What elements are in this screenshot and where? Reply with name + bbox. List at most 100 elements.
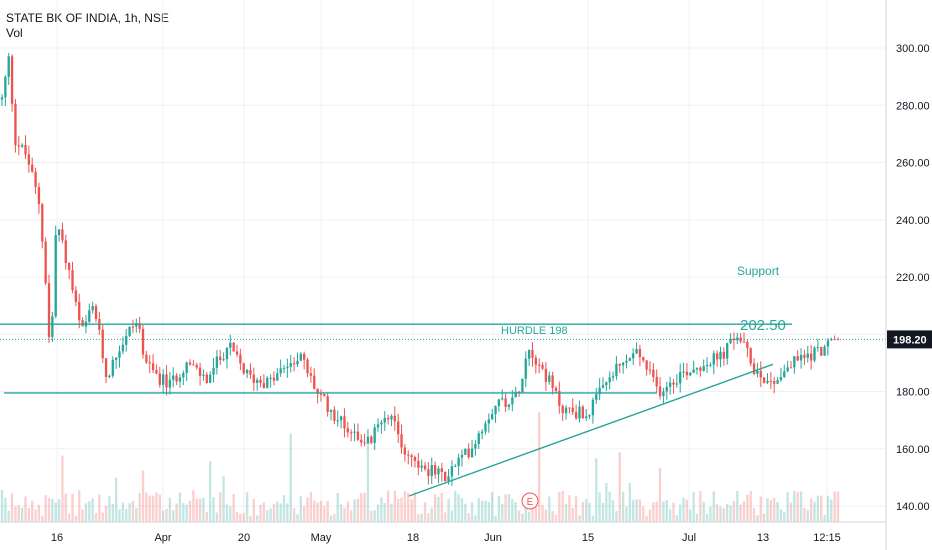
- candle-body: [793, 356, 796, 368]
- volume-bar: [662, 501, 665, 522]
- candle-body: [346, 428, 349, 433]
- candle-body: [561, 405, 564, 414]
- candle-body: [679, 371, 682, 384]
- price-tick-label: 300.00: [896, 43, 930, 55]
- volume-bar: [645, 515, 648, 522]
- candle-body: [702, 366, 705, 371]
- volume-bar: [289, 433, 292, 522]
- volume-bar: [675, 515, 679, 522]
- volume-bar: [595, 458, 598, 522]
- candle-body: [343, 416, 346, 429]
- candle-body: [185, 362, 188, 374]
- candle-body: [255, 379, 259, 383]
- volume-bar: [299, 496, 302, 522]
- candle-body: [292, 363, 296, 365]
- volume-bar: [185, 504, 188, 522]
- candle-body: [61, 229, 64, 241]
- volume-bar: [588, 502, 591, 522]
- candle-body: [712, 353, 715, 365]
- volume-bar: [262, 502, 266, 522]
- candle-body: [108, 375, 111, 378]
- volume-bar: [151, 495, 155, 522]
- candle-body: [161, 374, 165, 385]
- candle-body: [71, 269, 74, 291]
- volume-bar: [437, 496, 440, 522]
- volume-bar: [286, 503, 289, 522]
- volume-bar: [141, 470, 145, 522]
- rising-trendline[interactable]: [408, 363, 774, 497]
- candle-body: [403, 447, 407, 455]
- candle-body: [494, 406, 497, 415]
- candle-body: [353, 431, 356, 433]
- candle-body: [457, 457, 460, 467]
- volume-bar: [61, 455, 64, 522]
- volume-bar: [457, 494, 460, 522]
- candle-body: [662, 391, 665, 397]
- candle-body: [437, 468, 440, 475]
- volume-indicator-label: Vol: [6, 26, 23, 40]
- volume-bar: [219, 492, 222, 522]
- volume-bar: [789, 502, 793, 522]
- candle-body: [524, 358, 527, 379]
- earnings-marker[interactable]: [521, 492, 539, 510]
- candle-body: [440, 468, 443, 472]
- candle-body: [57, 229, 61, 236]
- candle-body: [433, 465, 437, 475]
- volume-bar: [319, 500, 323, 522]
- volume-bar: [816, 495, 820, 522]
- volume-bar: [118, 509, 121, 522]
- volume-bar: [57, 499, 61, 522]
- volume-bar: [195, 498, 198, 522]
- candle-body: [74, 290, 78, 302]
- candle-body: [302, 353, 306, 360]
- candle-body: [78, 301, 81, 321]
- volume-bar: [668, 509, 672, 522]
- candle-body: [148, 362, 151, 364]
- candle-body: [192, 364, 195, 366]
- volume-bar: [269, 508, 272, 522]
- candle-body: [719, 351, 722, 360]
- volume-bar: [571, 508, 574, 522]
- candle-body: [611, 376, 615, 378]
- candle-body: [158, 373, 161, 385]
- volume-bar: [538, 412, 541, 522]
- price-tick-label: 140.00: [896, 501, 930, 513]
- candle-body: [114, 357, 118, 360]
- volume-bar: [108, 495, 111, 522]
- volume-bar: [81, 509, 84, 522]
- candle-body: [225, 347, 229, 360]
- candle-body: [675, 383, 679, 385]
- candle-body: [756, 370, 759, 374]
- volume-bar: [34, 509, 37, 522]
- volume-bar: [709, 506, 712, 522]
- candle-body: [668, 382, 672, 387]
- volume-bar: [799, 491, 803, 522]
- candle-body: [14, 103, 17, 146]
- candle-body: [208, 374, 212, 384]
- volume-bar: [64, 493, 67, 522]
- candle-body: [205, 374, 208, 384]
- volume-bar: [578, 515, 581, 522]
- volume-bar: [91, 498, 94, 522]
- volume-bar: [692, 491, 695, 522]
- volume-bar: [611, 499, 615, 522]
- candle-body: [608, 377, 611, 383]
- volume-bar: [71, 493, 74, 522]
- volume-bar: [521, 513, 524, 522]
- volume-bar: [585, 498, 588, 522]
- volume-bar: [749, 490, 752, 522]
- candle-body: [188, 362, 192, 365]
- volume-bar: [383, 503, 386, 522]
- volume-bar: [430, 507, 433, 522]
- candle-body: [17, 145, 20, 147]
- volume-bar: [326, 501, 329, 522]
- candle-body: [101, 329, 104, 359]
- volume-bar: [820, 495, 823, 522]
- volume-bar: [809, 498, 813, 522]
- volume-bar: [826, 495, 830, 522]
- volume-bar: [386, 490, 390, 522]
- volume-bar: [212, 497, 215, 522]
- volume-bar: [413, 492, 417, 522]
- volume-bar: [531, 508, 534, 522]
